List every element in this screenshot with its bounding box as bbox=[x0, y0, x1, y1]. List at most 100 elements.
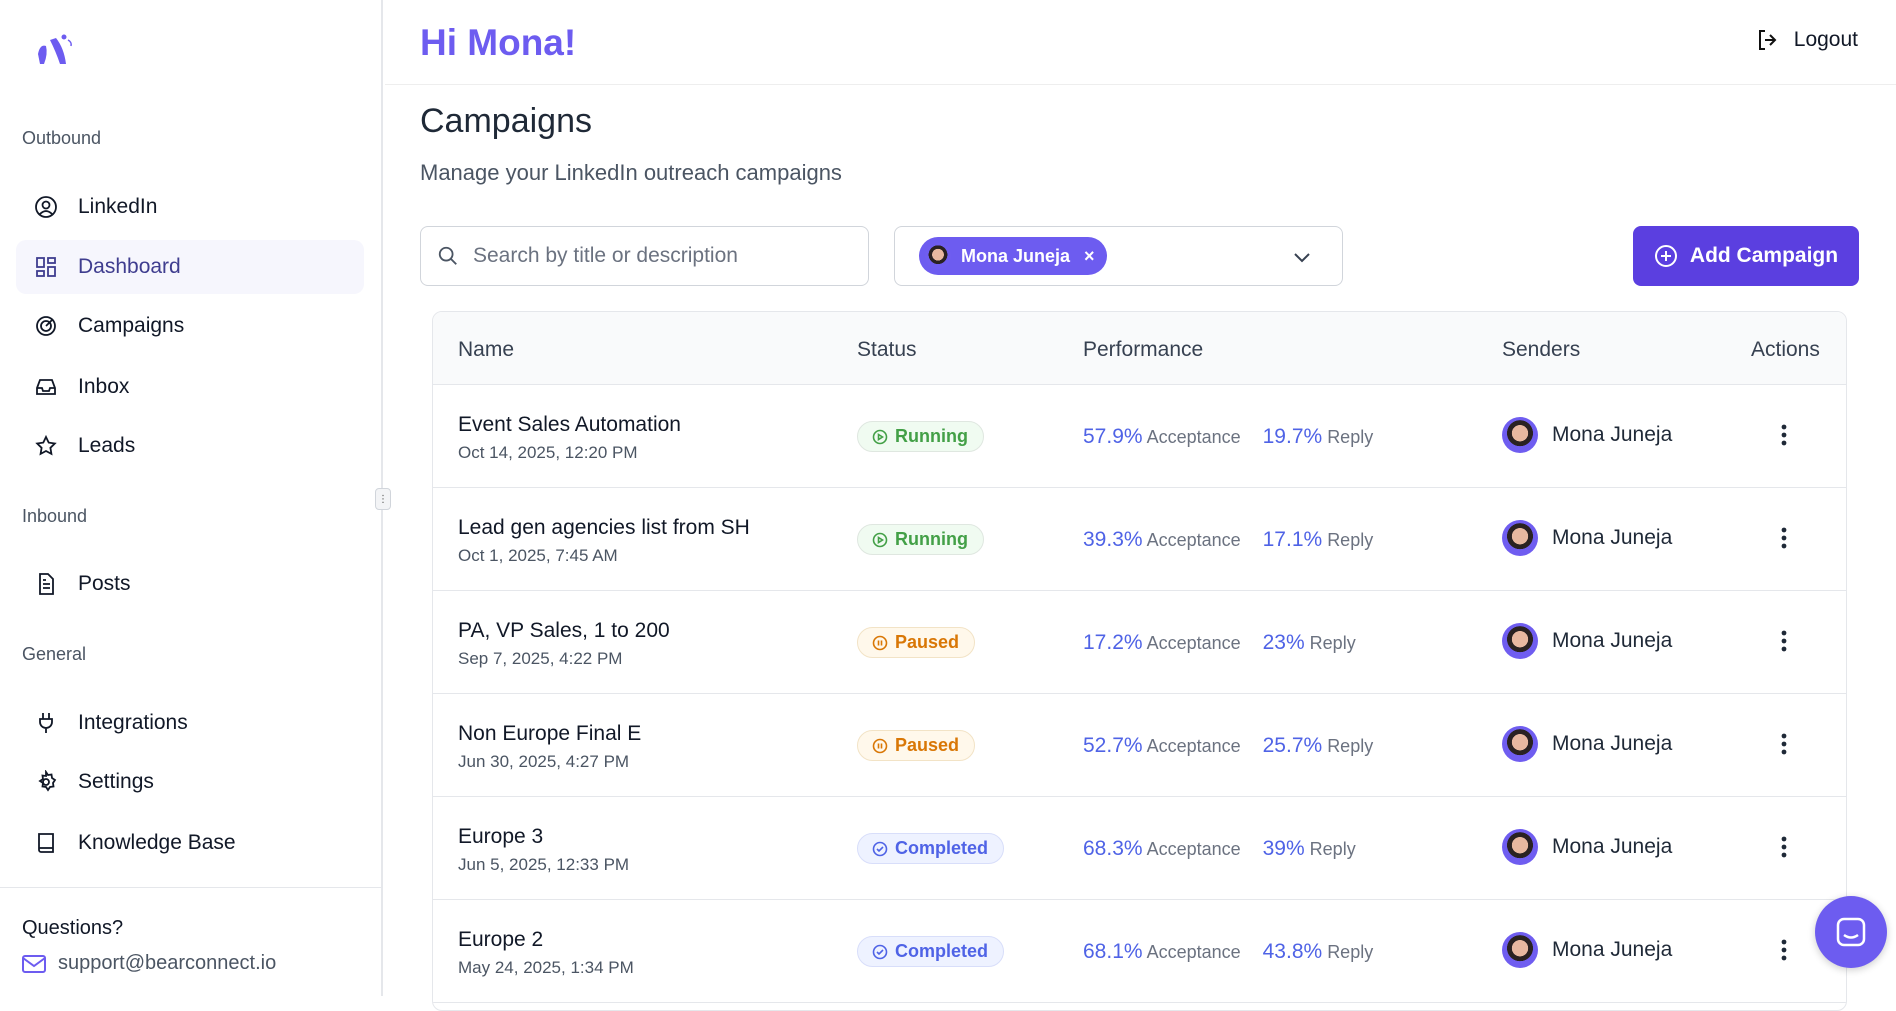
more-vertical-icon bbox=[1781, 527, 1787, 549]
sidebar-item-label: Knowledge Base bbox=[78, 831, 236, 854]
campaign-name-cell: Lead gen agencies list from SH Oct 1, 202… bbox=[458, 516, 750, 566]
table-header: Name Status Performance Senders Actions bbox=[433, 312, 1846, 385]
search-box[interactable] bbox=[420, 226, 869, 286]
add-campaign-button[interactable]: Add Campaign bbox=[1633, 226, 1859, 286]
acceptance-label: Acceptance bbox=[1146, 942, 1241, 962]
acceptance-label: Acceptance bbox=[1146, 839, 1241, 859]
bearconnect-logo bbox=[38, 34, 72, 64]
status-badge: Running bbox=[857, 524, 984, 555]
play-circle-icon bbox=[872, 429, 888, 444]
row-actions-button[interactable] bbox=[1780, 732, 1788, 761]
plug-icon bbox=[39, 713, 53, 733]
row-actions-button[interactable] bbox=[1780, 423, 1788, 452]
sidebar-item-knowledge-base[interactable]: Knowledge Base bbox=[16, 816, 364, 870]
mail-icon bbox=[22, 954, 46, 973]
top-header: Hi Mona! Logout bbox=[385, 0, 1896, 85]
status-cell: Completed bbox=[857, 833, 1005, 864]
sidebar-item-linkedin[interactable]: LinkedIn bbox=[16, 180, 364, 234]
sidebar-resize-handle[interactable]: ⋮ bbox=[375, 488, 391, 510]
campaign-name[interactable]: Event Sales Automation bbox=[458, 413, 681, 436]
logout-icon bbox=[1758, 30, 1777, 50]
search-input[interactable] bbox=[473, 244, 833, 268]
reply-rate: 23% bbox=[1262, 631, 1305, 654]
status-label: Running bbox=[895, 426, 968, 446]
sidebar-item-posts[interactable]: Posts bbox=[16, 557, 364, 611]
sender-name: Mona Juneja bbox=[1552, 835, 1673, 858]
status-label: Completed bbox=[895, 941, 989, 961]
sidebar-item-leads[interactable]: Leads bbox=[16, 419, 364, 473]
more-vertical-icon bbox=[1781, 939, 1787, 961]
campaign-date: May 24, 2025, 1:34 PM bbox=[458, 958, 634, 977]
row-actions-button[interactable] bbox=[1780, 629, 1788, 658]
reply-rate: 39% bbox=[1262, 837, 1305, 860]
status-badge: Completed bbox=[857, 936, 1005, 967]
reply-label: Reply bbox=[1327, 427, 1374, 447]
acceptance-label: Acceptance bbox=[1146, 427, 1241, 447]
sender-filter-chip: Mona Juneja × bbox=[919, 237, 1107, 275]
status-cell: Completed bbox=[857, 936, 1005, 967]
chevron-down-icon[interactable] bbox=[1292, 247, 1312, 267]
target-icon bbox=[36, 316, 56, 336]
sidebar-item-integrations[interactable]: Integrations bbox=[16, 696, 364, 750]
reply-rate: 25.7% bbox=[1262, 734, 1323, 757]
table-row[interactable]: PA, VP Sales, 1 to 200 Sep 7, 2025, 4:22 … bbox=[433, 591, 1846, 694]
sidebar-divider bbox=[0, 887, 383, 888]
col-name: Name bbox=[458, 338, 515, 361]
table-row[interactable]: Lead gen agencies list from SH Oct 1, 202… bbox=[433, 488, 1846, 591]
sidebar-item-settings[interactable]: Settings bbox=[16, 755, 364, 809]
table-row[interactable]: Non Europe Final E Jun 30, 2025, 4:27 PM P… bbox=[433, 694, 1846, 797]
campaign-date: Jun 30, 2025, 4:27 PM bbox=[458, 752, 630, 771]
check-circle-icon bbox=[872, 944, 888, 959]
col-actions: Actions bbox=[1751, 338, 1820, 361]
logout-button[interactable]: Logout bbox=[1756, 28, 1858, 52]
row-actions-button[interactable] bbox=[1780, 835, 1788, 864]
status-cell: Paused bbox=[857, 730, 976, 761]
sender-avatar bbox=[1502, 520, 1538, 556]
sidebar-item-inbox[interactable]: Inbox bbox=[16, 360, 364, 414]
acceptance-rate: 68.3% bbox=[1083, 837, 1143, 860]
gear-icon bbox=[38, 770, 57, 792]
campaign-name[interactable]: Lead gen agencies list from SH bbox=[458, 516, 750, 539]
add-campaign-label: Add Campaign bbox=[1689, 244, 1839, 267]
table-row[interactable]: Event Sales Automation Oct 14, 2025, 12:2… bbox=[433, 385, 1846, 488]
sender-name: Mona Juneja bbox=[1552, 732, 1673, 755]
chat-icon bbox=[1836, 917, 1866, 947]
questions-label: Questions? bbox=[22, 917, 124, 939]
table-row[interactable]: Europe 2 May 24, 2025, 1:34 PM Completed 68… bbox=[433, 900, 1846, 1003]
page-subtitle: Manage your LinkedIn outreach campaigns bbox=[420, 160, 842, 185]
campaign-name[interactable]: PA, VP Sales, 1 to 200 bbox=[458, 619, 670, 642]
campaign-name-cell: Non Europe Final E Jun 30, 2025, 4:27 PM bbox=[458, 722, 641, 772]
senders-cell: Mona Juneja bbox=[1502, 623, 1672, 659]
sidebar-item-campaigns[interactable]: Campaigns bbox=[16, 299, 364, 353]
campaigns-table: Name Status Performance Senders Actions … bbox=[432, 311, 1847, 1011]
reply-rate: 19.7% bbox=[1262, 425, 1323, 448]
campaign-name-cell: Europe 3 Jun 5, 2025, 12:33 PM bbox=[458, 825, 629, 875]
campaign-name[interactable]: Non Europe Final E bbox=[458, 722, 642, 745]
sender-filter-select[interactable]: Mona Juneja × bbox=[894, 226, 1343, 286]
more-vertical-icon bbox=[1781, 733, 1787, 755]
sidebar-item-label: Settings bbox=[78, 770, 154, 793]
acceptance-label: Acceptance bbox=[1146, 530, 1241, 550]
logout-label: Logout bbox=[1793, 28, 1858, 51]
senders-cell: Mona Juneja bbox=[1502, 829, 1672, 865]
sidebar-item-dashboard[interactable]: Dashboard bbox=[16, 240, 364, 294]
star-icon bbox=[35, 434, 57, 456]
document-icon bbox=[39, 573, 54, 595]
chat-widget-button[interactable] bbox=[1815, 896, 1887, 968]
remove-chip-icon[interactable]: × bbox=[1084, 245, 1095, 266]
section-outbound: Outbound bbox=[22, 128, 102, 148]
status-cell: Paused bbox=[857, 627, 976, 658]
status-label: Completed bbox=[895, 838, 989, 858]
campaign-name[interactable]: Europe 2 bbox=[458, 928, 544, 951]
search-icon bbox=[438, 246, 457, 265]
support-email-link[interactable]: support@bearconnect.io bbox=[22, 952, 276, 975]
campaign-date: Sep 7, 2025, 4:22 PM bbox=[458, 649, 623, 668]
reply-label: Reply bbox=[1327, 942, 1374, 962]
row-actions-button[interactable] bbox=[1780, 526, 1788, 555]
sidebar-item-label: Leads bbox=[78, 434, 136, 457]
table-row[interactable]: Europe 3 Jun 5, 2025, 12:33 PM Completed 68… bbox=[433, 797, 1846, 900]
play-circle-icon bbox=[872, 532, 888, 547]
row-actions-button[interactable] bbox=[1780, 938, 1788, 967]
campaign-name-cell: Europe 2 May 24, 2025, 1:34 PM bbox=[458, 928, 634, 978]
campaign-name[interactable]: Europe 3 bbox=[458, 825, 544, 848]
